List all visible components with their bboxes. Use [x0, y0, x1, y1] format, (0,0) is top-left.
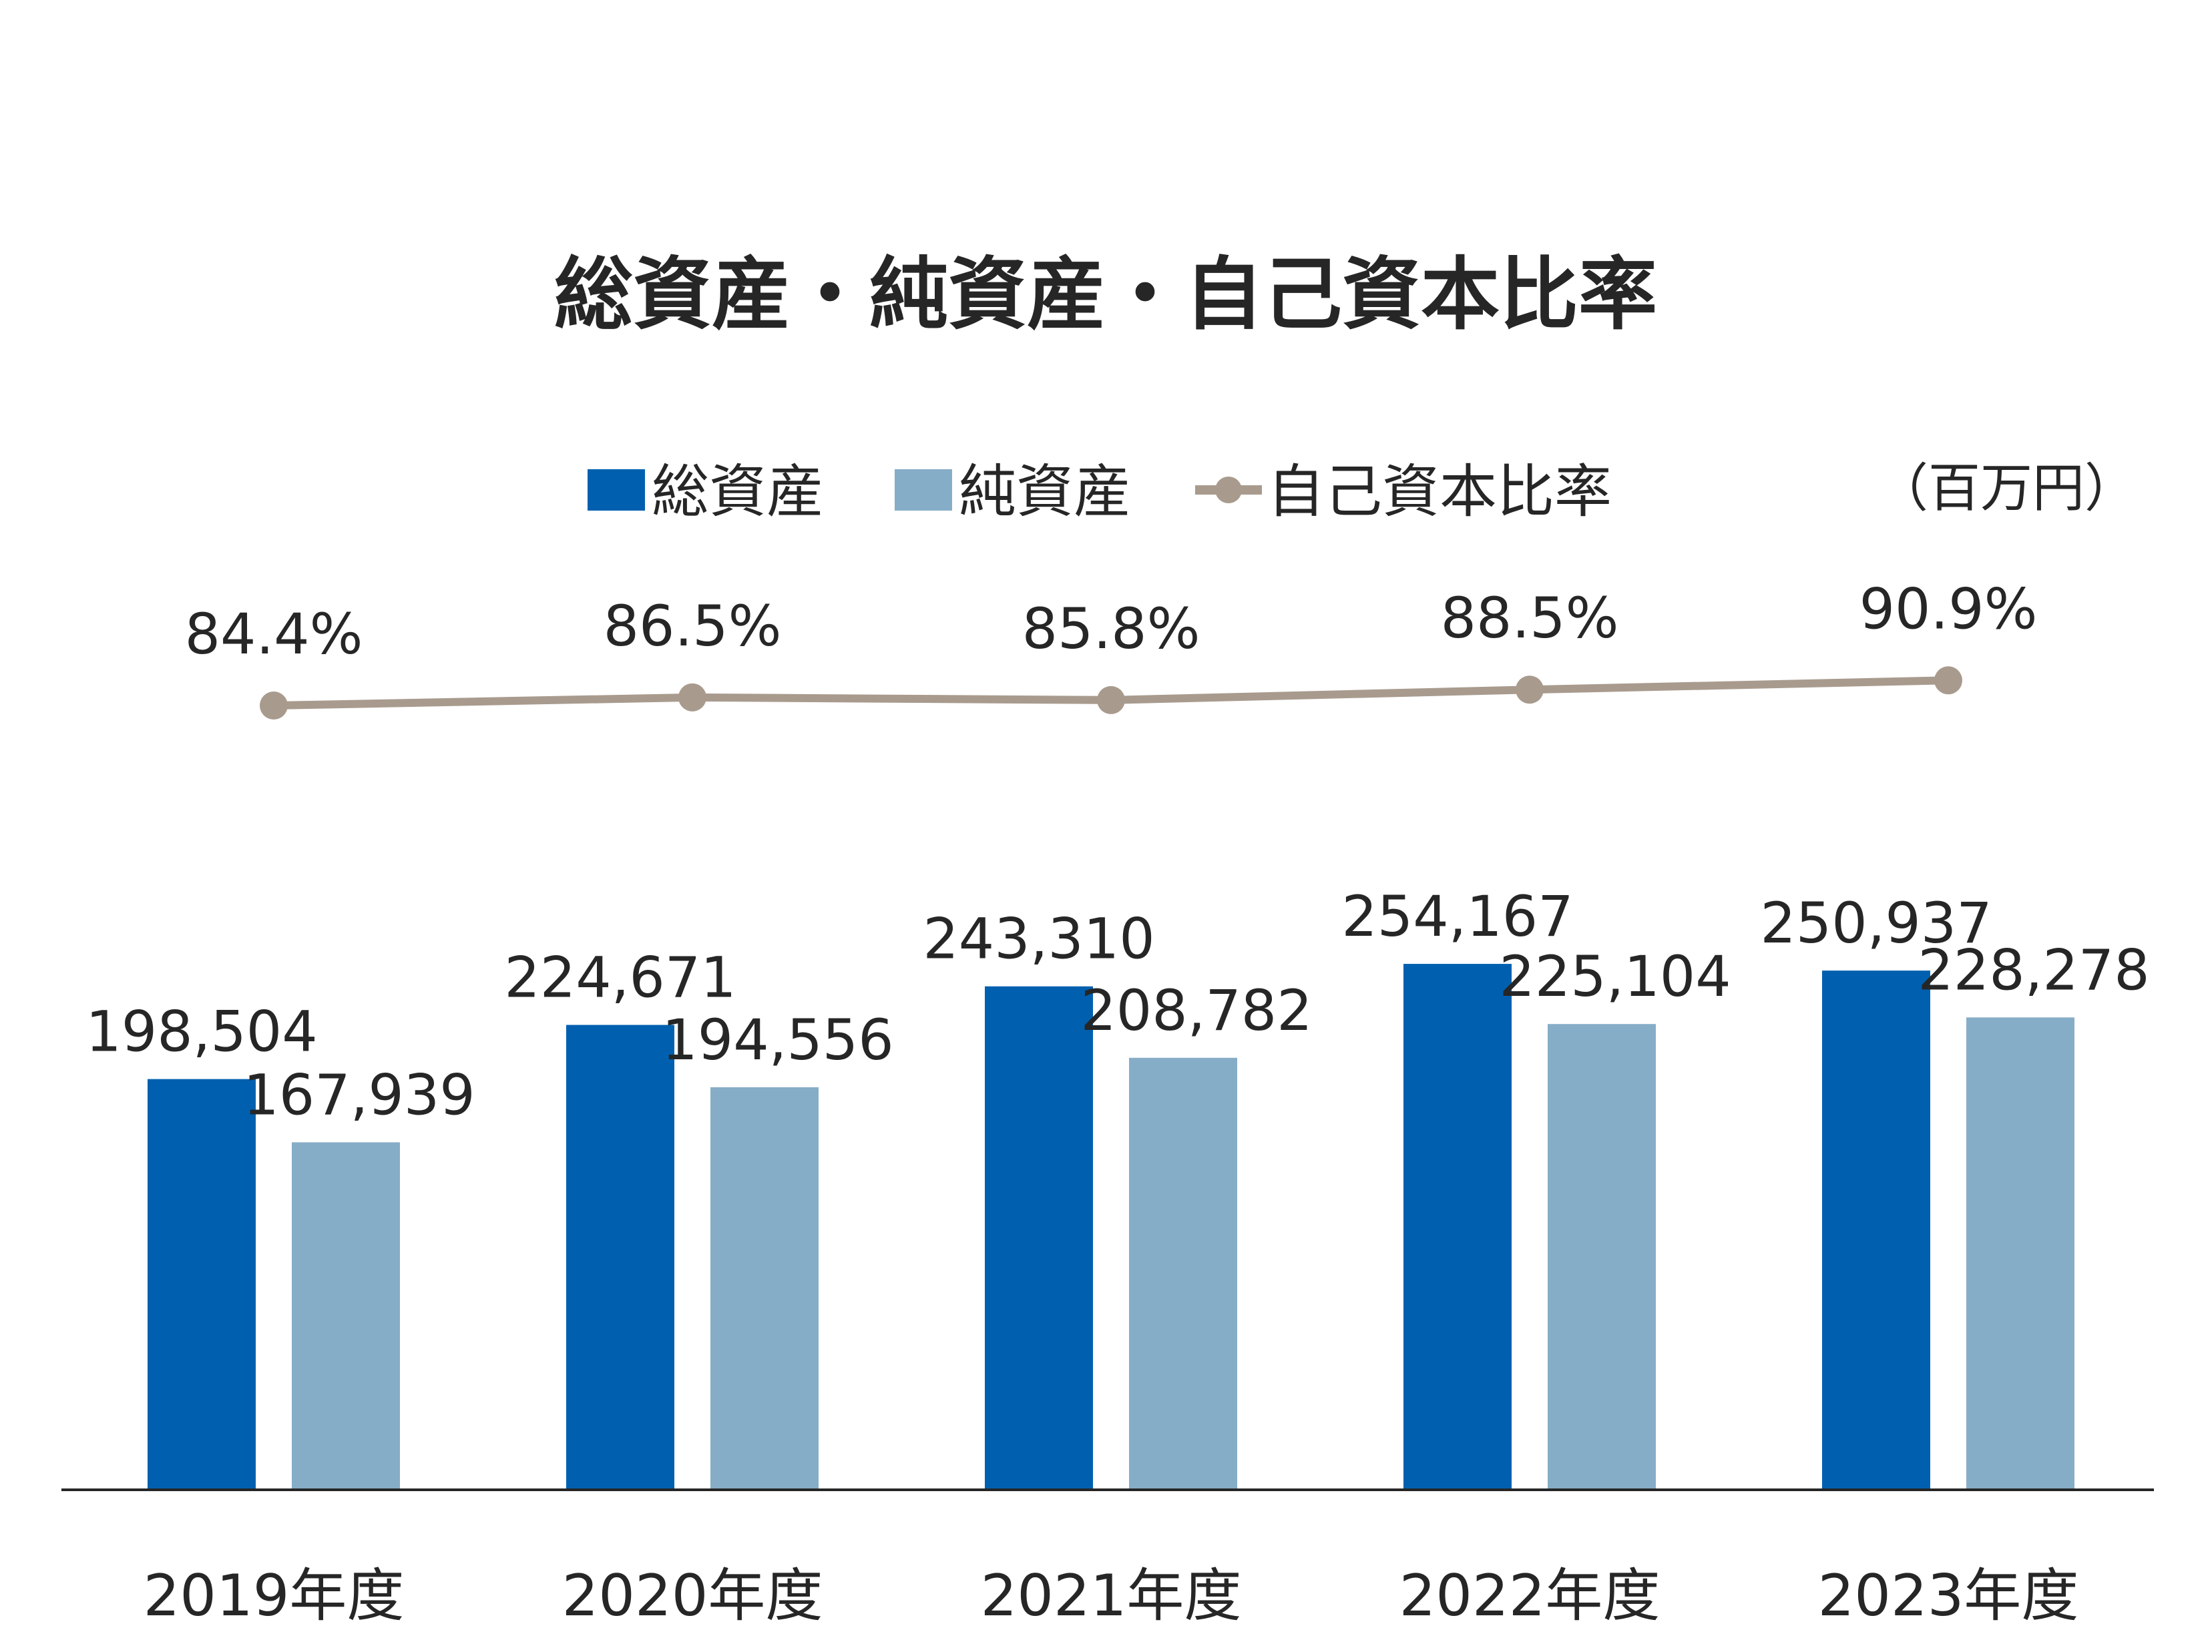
- x-tick-label-5: 2023年度: [1818, 1563, 2079, 1629]
- unit-label: （百万円）: [1876, 459, 2137, 519]
- bars-layer: [148, 964, 2074, 1490]
- data-label-net-assets-2: 194,556: [662, 1007, 893, 1073]
- bar-total-assets-1: [148, 1079, 256, 1490]
- bar-net-assets-4: [1548, 1024, 1656, 1490]
- data-label-net-assets-3: 208,782: [1080, 978, 1312, 1043]
- bar-net-assets-5: [1966, 1017, 2074, 1490]
- bar-total-assets-5: [1822, 971, 1930, 1490]
- bar-total-assets-3: [985, 986, 1093, 1490]
- equity-ratio-point-2: [678, 683, 706, 712]
- equity-ratio-label-4: 88.5%: [1441, 585, 1619, 651]
- x-tick-label-4: 2022年度: [1399, 1563, 1661, 1629]
- legend-label-total-assets: 総資産: [652, 459, 824, 525]
- equity-ratio-label-1: 84.4%: [185, 601, 363, 667]
- legend-swatch-net-assets: [895, 469, 952, 511]
- equity-ratio-point-5: [1934, 666, 1962, 695]
- equity-ratio-label-5: 90.9%: [1859, 576, 2038, 641]
- data-label-total-assets-3: 243,310: [923, 906, 1154, 972]
- x-tick-label-3: 2021年度: [981, 1563, 1242, 1629]
- chart-title: 総資産・純資産・自己資本比率: [554, 248, 1657, 340]
- bar-total-assets-2: [566, 1025, 674, 1490]
- x-tick-label-1: 2019年度: [144, 1563, 405, 1629]
- x-tick-label-2: 2020年度: [562, 1563, 823, 1629]
- equity-ratio-point-3: [1097, 685, 1125, 714]
- bar-net-assets-3: [1129, 1057, 1237, 1490]
- data-label-net-assets-5: 228,278: [1918, 937, 2149, 1003]
- equity-ratio-point-4: [1516, 675, 1544, 704]
- legend-label-net-assets: 純資産: [959, 459, 1131, 525]
- data-label-total-assets-4: 254,167: [1341, 884, 1573, 949]
- legend-label-equity-ratio: 自己資本比率: [1267, 459, 1612, 525]
- data-label-total-assets-5: 250,937: [1760, 890, 1992, 956]
- legend-marker-equity-ratio: [1215, 477, 1242, 503]
- data-label-total-assets-2: 224,671: [504, 945, 736, 1011]
- bar-total-assets-4: [1403, 964, 1512, 1490]
- data-label-total-assets-1: 198,504: [85, 999, 317, 1065]
- equity-ratio-point-1: [260, 692, 288, 720]
- data-label-net-assets-4: 225,104: [1499, 944, 1731, 1009]
- line-layer: [260, 666, 1962, 720]
- legend-swatch-total-assets: [588, 469, 645, 511]
- legend: 総資産 純資産 自己資本比率: [588, 459, 1612, 525]
- bar-net-assets-2: [710, 1087, 819, 1490]
- bar-net-assets-1: [292, 1142, 400, 1490]
- equity-ratio-label-2: 86.5%: [604, 593, 782, 659]
- equity-ratio-label-3: 85.8%: [1022, 596, 1200, 661]
- data-label-net-assets-1: 167,939: [243, 1062, 475, 1127]
